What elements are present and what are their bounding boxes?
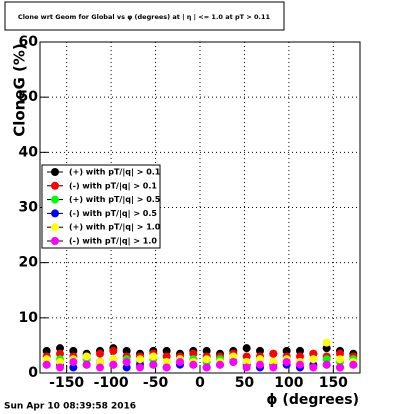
title-box: [4, 1, 285, 31]
data-point: [122, 363, 131, 372]
data-point: [242, 344, 251, 353]
x-axis-label: ϕ (degrees): [266, 392, 359, 408]
x-tick-label: 150: [319, 375, 348, 391]
data-point: [162, 363, 171, 372]
data-point: [96, 357, 104, 366]
y-tick-label: 20: [19, 255, 39, 271]
data-point: [69, 357, 78, 366]
x-tick-label: -50: [143, 375, 169, 391]
data-point: [122, 357, 131, 366]
data-point: [149, 352, 158, 361]
data-point: [82, 352, 91, 361]
data-point: [256, 346, 264, 355]
data-point: [149, 360, 158, 369]
legend-marker: [51, 223, 59, 232]
data-point: [109, 360, 118, 369]
data-point: [109, 355, 118, 364]
chart-title: Clone wrt Geom for Global vs φ (degrees)…: [18, 13, 271, 22]
data-point: [269, 363, 278, 372]
data-point: [242, 363, 251, 372]
data-point: [256, 360, 264, 369]
legend-label: (-) with pT/|q| > 1.0: [69, 237, 157, 246]
data-point: [189, 360, 198, 369]
data-point: [42, 360, 51, 369]
legend-marker: [51, 237, 59, 245]
data-point: [96, 363, 104, 372]
data-point: [349, 360, 358, 369]
data-point: [176, 357, 184, 366]
data-point: [322, 338, 331, 347]
data-point: [96, 349, 104, 358]
data-point: [136, 363, 144, 372]
data-point: [56, 357, 64, 366]
data-point: [82, 360, 91, 369]
y-tick-label: 0: [28, 365, 38, 381]
y-tick-label: 50: [19, 89, 39, 105]
y-axis-label: CloneG (%): [11, 43, 29, 137]
data-point: [296, 346, 304, 355]
data-point: [242, 357, 251, 366]
y-tick-label: 60: [19, 34, 39, 50]
data-point: [336, 355, 344, 364]
data-point: [229, 352, 238, 361]
data-point: [109, 346, 118, 355]
data-point: [309, 349, 318, 358]
legend-label: (+) with pT/|q| > 0.5: [69, 195, 161, 204]
data-point: [322, 355, 331, 364]
x-tick-label: 0: [195, 375, 205, 391]
data-point: [56, 344, 64, 353]
data-point: [309, 363, 318, 372]
data-point: [336, 363, 344, 372]
legend-box: [41, 164, 161, 249]
data-point: [69, 346, 78, 355]
data-point: [202, 346, 211, 355]
x-tick-label: 50: [235, 375, 255, 391]
data-point: [69, 363, 78, 372]
x-tick-label: 100: [274, 375, 303, 391]
data-point: [269, 349, 278, 358]
data-point: [309, 355, 318, 364]
data-point: [336, 349, 344, 358]
legend-label: (+) with pT/|q| > 1.0: [69, 223, 161, 232]
timestamp: Sun Apr 10 08:39:58 2016: [4, 402, 136, 412]
y-tick-label: 40: [19, 144, 39, 160]
legend-marker: [51, 168, 59, 176]
legend-label: (-) with pT/|q| > 0.5: [69, 209, 157, 218]
data-point: [202, 363, 211, 372]
data-point: [56, 363, 64, 372]
data-point: [56, 349, 64, 358]
legend-marker: [51, 209, 59, 218]
data-point: [122, 346, 131, 355]
data-point: [296, 360, 304, 369]
legend-marker: [51, 195, 59, 204]
x-tick-label: -100: [94, 375, 129, 391]
data-point: [42, 346, 51, 355]
data-point: [136, 355, 144, 364]
x-tick-label: -150: [49, 375, 84, 391]
data-point: [322, 344, 331, 353]
data-point: [296, 352, 304, 361]
data-point: [162, 352, 171, 361]
data-point: [269, 357, 278, 366]
data-point: [42, 355, 51, 364]
data-point: [229, 357, 238, 366]
data-point: [202, 355, 211, 364]
data-point: [256, 355, 264, 364]
data-point: [322, 360, 331, 369]
data-point: [189, 349, 198, 358]
data-point: [242, 352, 251, 361]
legend-label: (-) with pT/|q| > 0.1: [69, 181, 157, 190]
data-point: [162, 346, 171, 355]
data-point: [282, 346, 291, 355]
y-tick-label: 30: [19, 200, 39, 216]
data-point: [282, 357, 291, 366]
data-point: [216, 360, 224, 369]
legend-label: (+) with pT/|q| > 0.1: [69, 168, 161, 177]
y-tick-label: 10: [19, 310, 39, 326]
legend-marker: [51, 181, 59, 190]
data-point: [162, 357, 171, 366]
